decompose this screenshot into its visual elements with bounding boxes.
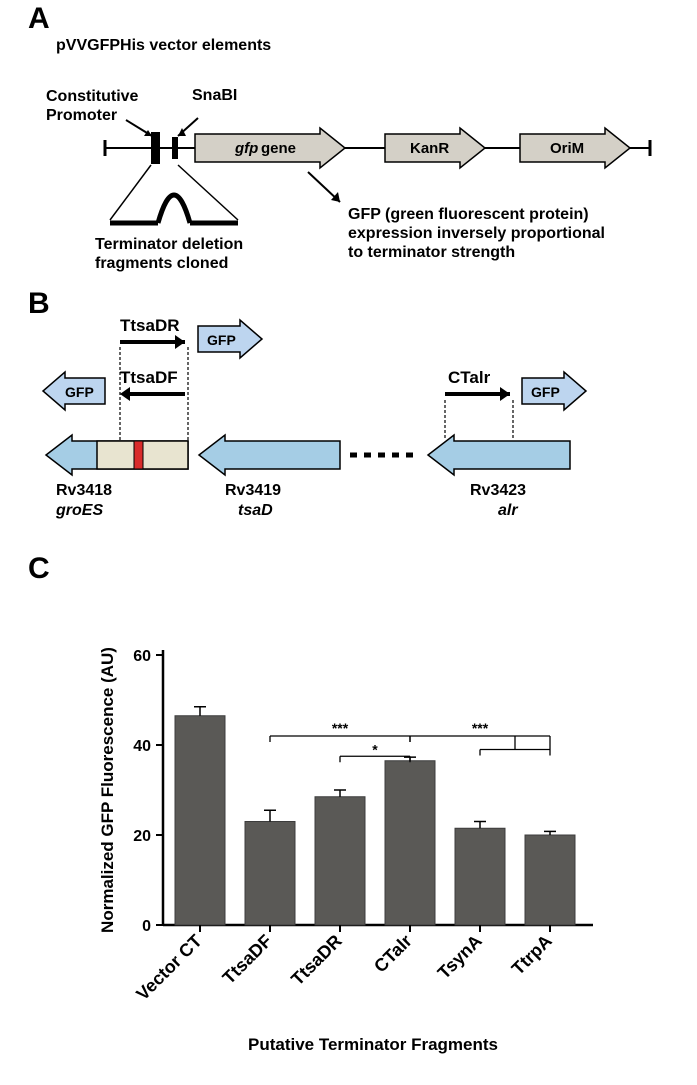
- groes-text: groES: [55, 502, 103, 519]
- svg-text:60: 60: [133, 648, 151, 665]
- svg-text:0: 0: [142, 918, 151, 935]
- svg-text:20: 20: [133, 828, 151, 845]
- svg-text:Vector CT: Vector CT: [132, 931, 206, 1005]
- panel-c-letter: C: [28, 552, 50, 586]
- panel-b-diagram: TtsaDR GFP TtsaDF GFP CTalr GFP Rv3418: [40, 300, 680, 560]
- orim-text: OriM: [550, 140, 584, 157]
- rv3423-text: Rv3423: [470, 482, 526, 499]
- bar-chart: 0 20 40 60 Normalized GFP Fluorescence (AU) V…: [95, 635, 635, 1075]
- alr-text: alr: [498, 502, 518, 519]
- vector-title: pVVGFPHis vector elements: [56, 37, 271, 55]
- svg-text:gene: gene: [261, 140, 296, 157]
- svg-text:***: ***: [472, 720, 489, 736]
- tsad-text: tsaD: [238, 502, 273, 519]
- rv3419-text: Rv3419: [225, 482, 281, 499]
- svg-text:Putative Terminator Fragments: Putative Terminator Fragments: [248, 1035, 498, 1054]
- svg-text:TtrpA: TtrpA: [508, 931, 556, 979]
- ctalr-text: CTalr: [448, 368, 491, 387]
- gfp-desc-label: GFP (green fluorescent protein) expressi…: [348, 205, 605, 263]
- svg-text:TsynA: TsynA: [434, 931, 486, 983]
- rv3418-text: Rv3418: [56, 482, 112, 499]
- svg-text:GFP: GFP: [531, 384, 560, 400]
- svg-text:TtsaDR: TtsaDR: [287, 931, 346, 990]
- svg-text:TtsaDF: TtsaDF: [219, 931, 276, 988]
- svg-text:Normalized GFP Fluorescence (A: Normalized GFP Fluorescence (AU): [98, 647, 117, 933]
- svg-text:*: *: [372, 741, 378, 757]
- panel-a-letter: A: [28, 2, 50, 36]
- svg-text:***: ***: [332, 720, 349, 736]
- svg-text:CTalr: CTalr: [370, 931, 416, 977]
- ttsadr-text: TtsaDR: [120, 316, 180, 335]
- gfp-gene-text: gfp: [234, 140, 258, 157]
- svg-text:GFP: GFP: [65, 384, 94, 400]
- kanr-text: KanR: [410, 140, 449, 157]
- ttsadf-text: TtsaDF: [120, 368, 178, 387]
- svg-text:GFP: GFP: [207, 332, 236, 348]
- terminator-label: Terminator deletion fragments cloned: [95, 235, 243, 273]
- svg-text:40: 40: [133, 738, 151, 755]
